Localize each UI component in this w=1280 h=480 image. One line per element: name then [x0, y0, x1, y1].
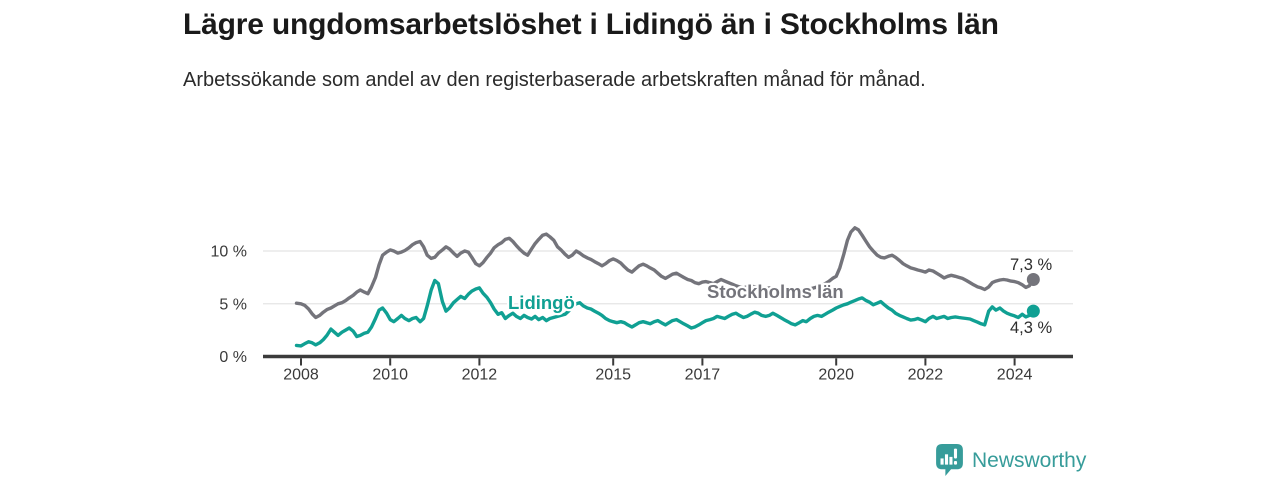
x-tick-label-2024: 2024	[997, 367, 1033, 384]
series-label-1: Lidingö	[508, 292, 575, 313]
y-tick-label-10: 10 %	[211, 244, 247, 261]
chart-title: Lägre ungdomsarbetslöshet i Lidingö än i…	[183, 8, 999, 41]
series-line-1	[294, 278, 1036, 348]
series-end-value-1: 4,3 %	[1010, 319, 1053, 337]
series-line-0	[294, 226, 1036, 320]
x-tick-label-2012: 2012	[462, 367, 498, 384]
x-tick-label-2020: 2020	[818, 367, 854, 384]
y-tick-label-0: 0 %	[219, 349, 247, 366]
brand-name: Newsworthy	[972, 449, 1087, 472]
bar-chart-speech-bubble-icon	[936, 444, 963, 476]
y-tick-label-5: 5 %	[219, 296, 247, 313]
x-tick-label-2010: 2010	[372, 367, 408, 384]
series-label-0: Stockholms län	[707, 281, 844, 302]
chart-header: Lägre ungdomsarbetslöshet i Lidingö än i…	[183, 6, 1143, 95]
brand-footer: Newsworthy	[936, 444, 1086, 477]
x-tick-label-2015: 2015	[595, 367, 631, 384]
x-tick-label-2022: 2022	[908, 367, 944, 384]
chart-subtitle: Arbetssökande som andel av den registerb…	[183, 69, 926, 91]
series-end-value-0: 7,3 %	[1010, 256, 1053, 274]
x-tick-label-2017: 2017	[685, 367, 721, 384]
series-end-dot-0	[1026, 272, 1040, 286]
x-tick-label-2008: 2008	[283, 367, 319, 384]
series-end-dot-1	[1026, 304, 1040, 318]
